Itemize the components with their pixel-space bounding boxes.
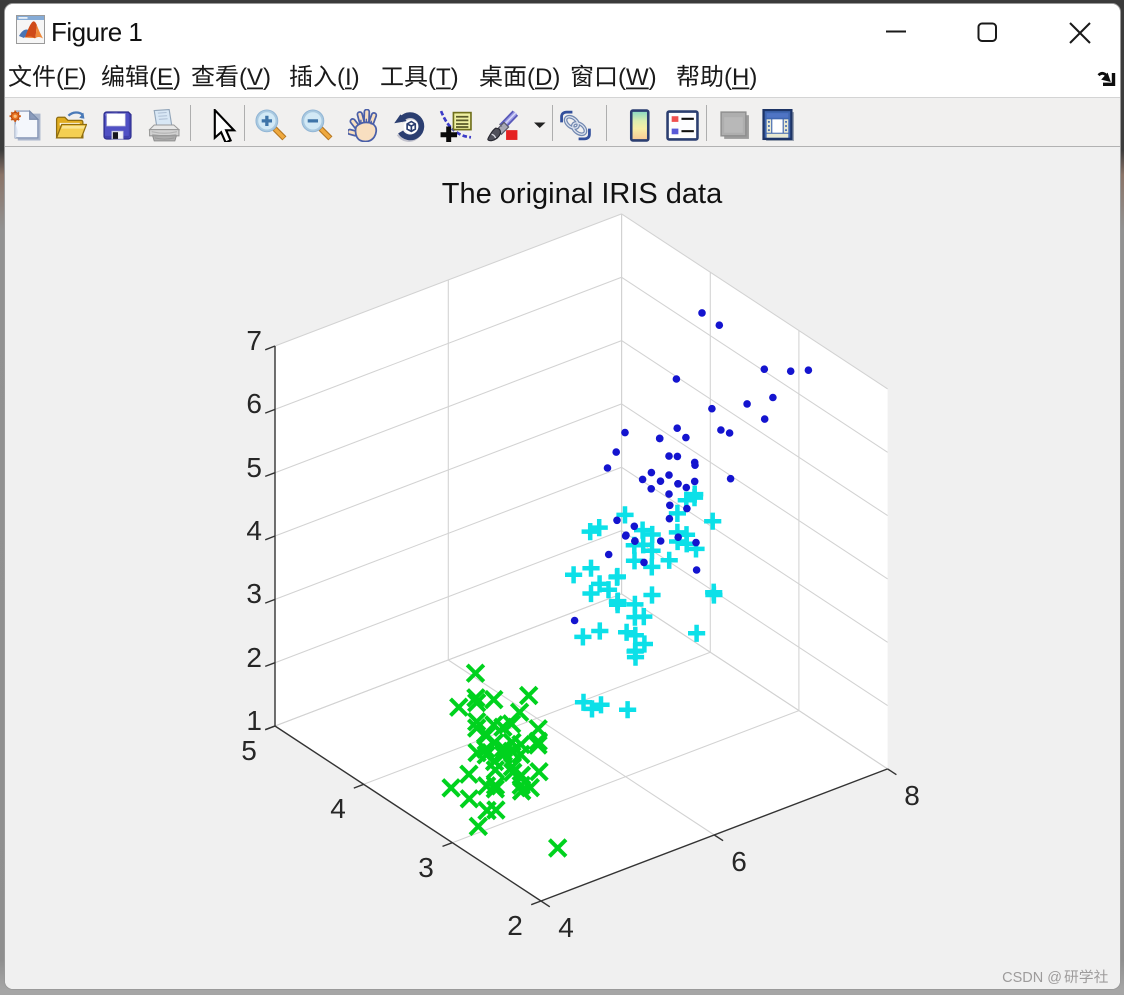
svg-text:(D): (D) <box>527 64 560 91</box>
svg-text:(V): (V) <box>239 64 271 91</box>
svg-text:(T): (T) <box>428 64 459 91</box>
svg-text:(H): (H) <box>724 64 757 91</box>
svg-text:(W): (W) <box>618 64 657 91</box>
svg-text:(I): (I) <box>337 64 360 91</box>
svg-text:(F): (F) <box>56 64 87 91</box>
svg-text:CSDN @: CSDN @ <box>1002 970 1062 986</box>
svg-text:(E): (E) <box>149 64 181 91</box>
